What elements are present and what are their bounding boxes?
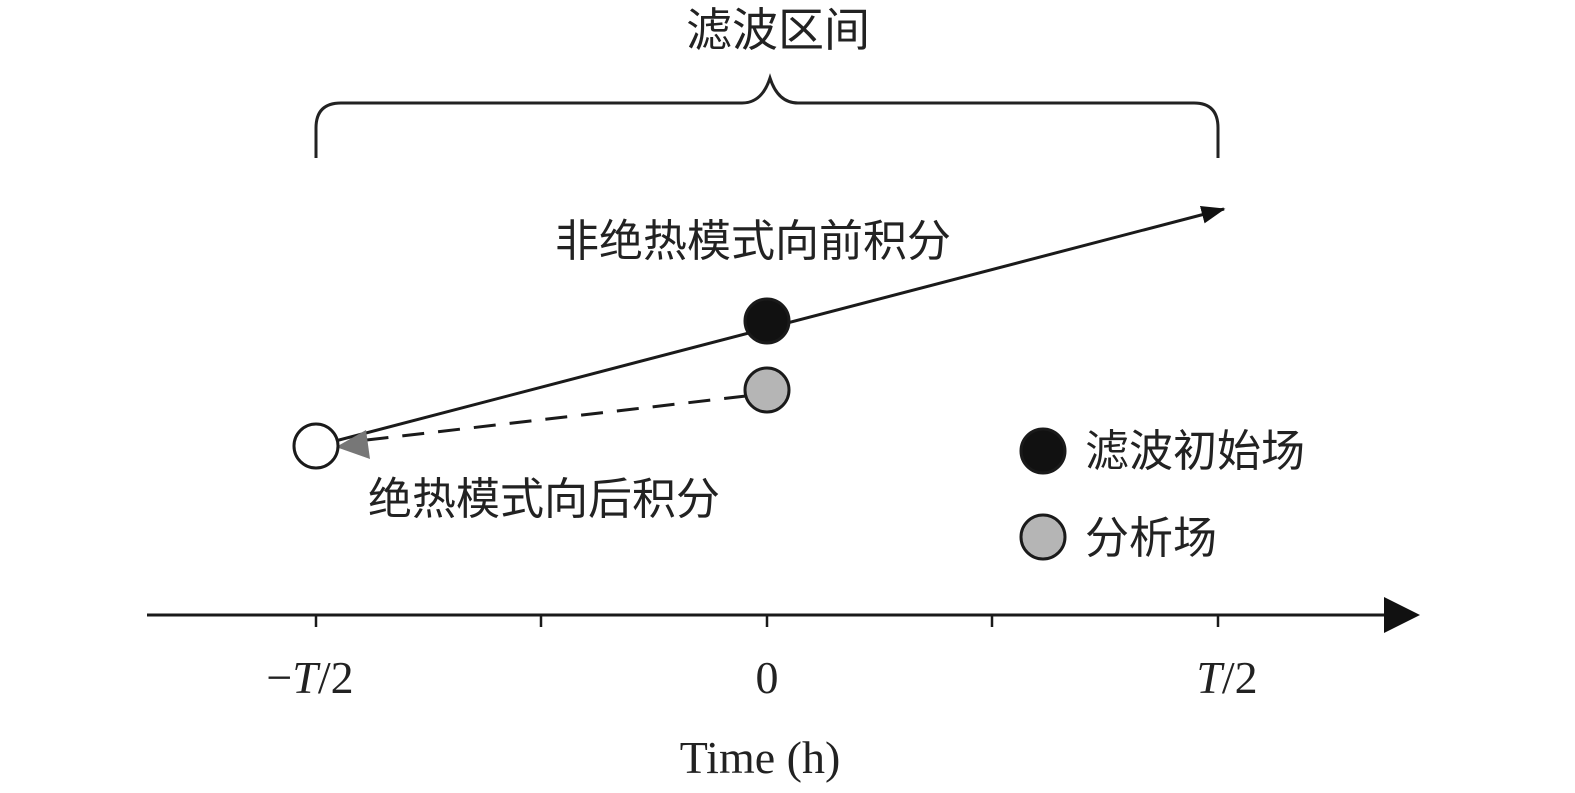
- backward-integration-arrowhead: [336, 430, 370, 459]
- legend-analysis-field-label: 分析场: [1085, 513, 1217, 564]
- forward-integration-label: 非绝热模式向前积分: [555, 216, 951, 267]
- analysis-field-marker: [743, 366, 791, 414]
- tick-label-half-t: T/2: [1196, 652, 1257, 703]
- legend: 滤波初始场 分析场: [1019, 426, 1305, 564]
- legend-filtered-initial-field-swatch: [1019, 427, 1067, 475]
- filter-interval-label: 滤波区间: [686, 3, 870, 57]
- backward-integration-line: [357, 394, 747, 443]
- filter-interval-brace: [314, 73, 1220, 158]
- filtered-initial-field-marker: [743, 297, 791, 345]
- backward-integration-label: 绝热模式向后积分: [368, 474, 720, 525]
- start-point-marker: [292, 422, 340, 470]
- legend-analysis-field-swatch: [1019, 513, 1067, 561]
- time-axis-title: Time (h): [680, 732, 841, 783]
- legend-filtered-initial-field-label: 滤波初始场: [1085, 426, 1305, 477]
- tick-label-neg-half-t: −T/2: [266, 652, 353, 703]
- tick-label-zero: 0: [756, 652, 779, 703]
- time-axis-arrowhead: [1384, 597, 1420, 633]
